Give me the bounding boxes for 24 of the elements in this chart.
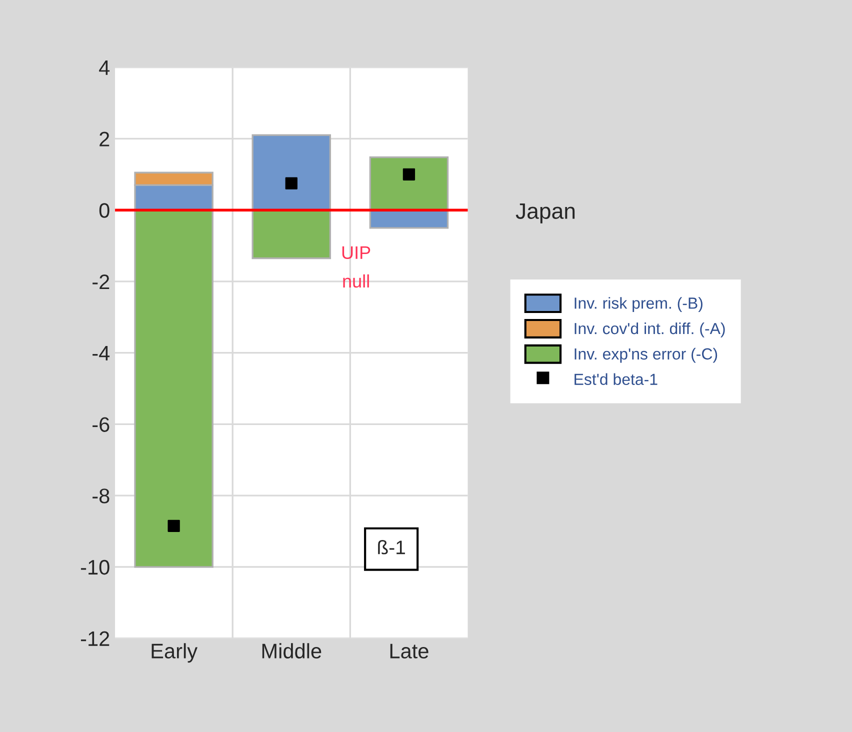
legend-label: Inv. risk prem. (-B): [574, 297, 702, 312]
point: [168, 520, 180, 532]
y-tick-label: 4: [99, 60, 110, 75]
bar: [369, 156, 449, 211]
y-tick-label: -10: [80, 560, 110, 575]
x-tick-label: Late: [390, 644, 428, 658]
y-tick-label: -8: [92, 488, 110, 504]
legend-label: Inv. exp'ns error (-C): [574, 348, 718, 363]
y-tick-label: 0: [99, 203, 110, 218]
y-tick-label: -6: [92, 417, 110, 432]
text: Japan: [516, 203, 575, 224]
point: [285, 177, 298, 190]
legend-label: Est'd beta-1: [574, 373, 658, 386]
y-tick-label: -12: [80, 631, 110, 646]
legend-label: Inv. cov'd int. diff. (-A): [574, 322, 725, 338]
bar: [252, 134, 332, 211]
annotation: ß-1: [378, 540, 405, 554]
y-tick-label: -4: [92, 346, 110, 360]
ref-line-label: UIP null: [342, 246, 370, 288]
y-tick-label: -2: [92, 274, 110, 290]
y-tick-label: 2: [100, 132, 110, 146]
x-tick-label: Middle: [262, 643, 322, 658]
x-tick-label: Early: [152, 643, 198, 663]
point: [402, 168, 416, 180]
